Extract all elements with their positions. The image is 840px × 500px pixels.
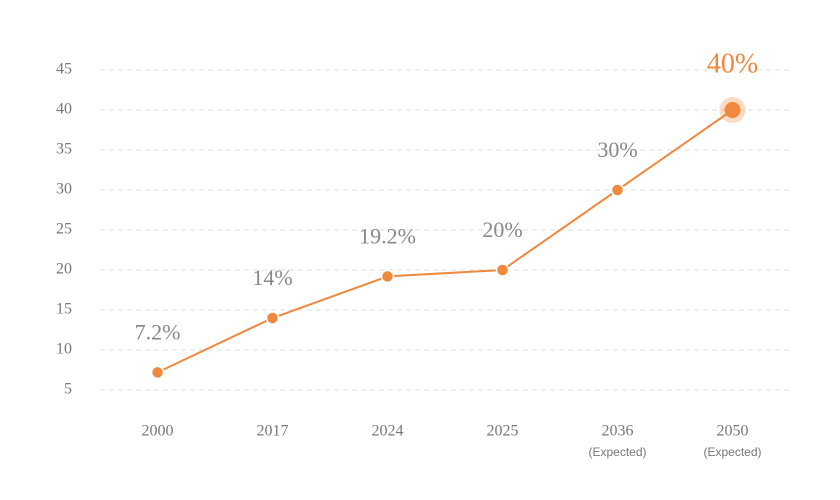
point [724,102,741,118]
value-label: 7.2% [135,319,181,344]
value-label: 40% [707,48,758,79]
y-tick-label: 35 [56,141,72,158]
y-tick-label: 40 [56,101,72,118]
value-label: 14% [252,265,292,290]
x-tick-label: 2025 [487,423,519,440]
y-tick-label: 25 [56,221,72,238]
point [495,263,510,277]
point [150,365,165,380]
y-tick-label: 30 [56,181,72,198]
value-label: 20% [482,217,522,242]
point [610,183,625,197]
x-tick-label: 2024 [372,423,404,440]
y-tick-label: 45 [56,61,72,78]
point [265,311,280,325]
x-tick-label: 2000 [142,423,174,440]
y-tick-label: 10 [56,341,72,358]
x-tick-label: 2017 [257,423,289,440]
point [380,269,395,284]
x-tick-note: (Expected) [703,445,761,459]
value-label: 30% [597,137,637,162]
y-tick-label: 20 [56,261,72,278]
x-tick-label: 2036 [602,423,634,440]
line [157,109,734,374]
y-tick-label: 15 [56,301,72,318]
y-tick-label: 5 [64,381,72,398]
x-tick-note: (Expected) [588,445,646,459]
value-label: 19.2% [359,223,416,248]
x-tick-label: 2050 [717,423,749,440]
